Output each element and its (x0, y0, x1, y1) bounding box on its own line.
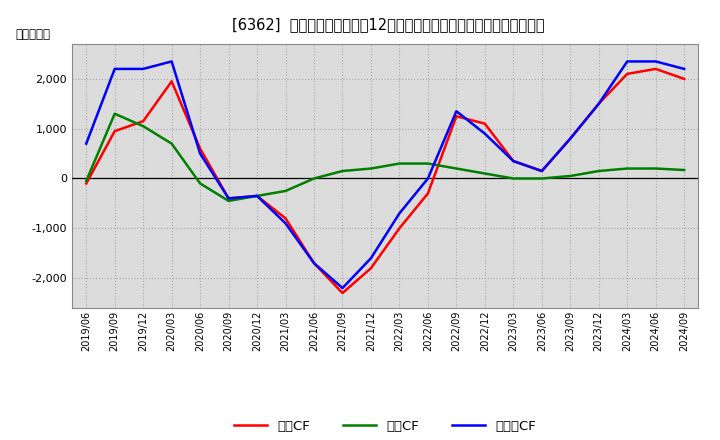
投賃CF (338, 169, 347, 174)
フリーCF (338, 286, 347, 291)
Line: 投賃CF: 投賃CF (86, 114, 684, 201)
投賃CF (282, 188, 290, 194)
投賃CF (680, 167, 688, 172)
投賃CF (82, 178, 91, 183)
営業CF (139, 118, 148, 124)
営業CF (110, 128, 119, 134)
Legend: 営業CF, 投賃CF, フリーCF: 営業CF, 投賃CF, フリーCF (228, 415, 542, 439)
フリーCF (509, 158, 518, 164)
営業CF (196, 146, 204, 151)
投賃CF (225, 198, 233, 204)
フリーCF (167, 59, 176, 64)
フリーCF (366, 256, 375, 261)
投賃CF (652, 166, 660, 171)
投賃CF (537, 176, 546, 181)
フリーCF (395, 211, 404, 216)
投賃CF (366, 166, 375, 171)
営業CF (537, 169, 546, 174)
フリーCF (595, 101, 603, 106)
営業CF (338, 290, 347, 296)
営業CF (82, 181, 91, 186)
Text: [6362]  キャッシュフローの12か月移動合計の対前年同期増減額の推移: [6362] キャッシュフローの12か月移動合計の対前年同期増減額の推移 (233, 18, 545, 33)
営業CF (167, 79, 176, 84)
営業CF (452, 114, 461, 119)
投賃CF (566, 173, 575, 179)
フリーCF (680, 66, 688, 72)
投賃CF (623, 166, 631, 171)
営業CF (652, 66, 660, 72)
営業CF (366, 265, 375, 271)
フリーCF (537, 169, 546, 174)
フリーCF (452, 109, 461, 114)
投賃CF (395, 161, 404, 166)
投賃CF (423, 161, 432, 166)
投賃CF (253, 193, 261, 198)
Line: 営業CF: 営業CF (86, 69, 684, 293)
投賃CF (110, 111, 119, 116)
営業CF (480, 121, 489, 126)
投賃CF (480, 171, 489, 176)
フリーCF (282, 221, 290, 226)
投賃CF (139, 124, 148, 129)
フリーCF (82, 141, 91, 146)
Text: （百万円）: （百万円） (16, 28, 50, 41)
フリーCF (480, 131, 489, 136)
営業CF (395, 226, 404, 231)
フリーCF (253, 193, 261, 198)
営業CF (509, 158, 518, 164)
フリーCF (196, 151, 204, 156)
投賃CF (595, 169, 603, 174)
Line: フリーCF: フリーCF (86, 62, 684, 288)
フリーCF (652, 59, 660, 64)
フリーCF (566, 136, 575, 141)
投賃CF (167, 141, 176, 146)
フリーCF (225, 196, 233, 201)
営業CF (595, 101, 603, 106)
営業CF (423, 191, 432, 196)
フリーCF (139, 66, 148, 72)
営業CF (680, 76, 688, 81)
投賃CF (452, 166, 461, 171)
営業CF (566, 136, 575, 141)
営業CF (282, 216, 290, 221)
営業CF (623, 71, 631, 77)
フリーCF (110, 66, 119, 72)
投賃CF (509, 176, 518, 181)
フリーCF (623, 59, 631, 64)
営業CF (310, 260, 318, 266)
投賃CF (310, 176, 318, 181)
営業CF (225, 196, 233, 201)
フリーCF (423, 176, 432, 181)
営業CF (253, 193, 261, 198)
投賃CF (196, 181, 204, 186)
フリーCF (310, 260, 318, 266)
